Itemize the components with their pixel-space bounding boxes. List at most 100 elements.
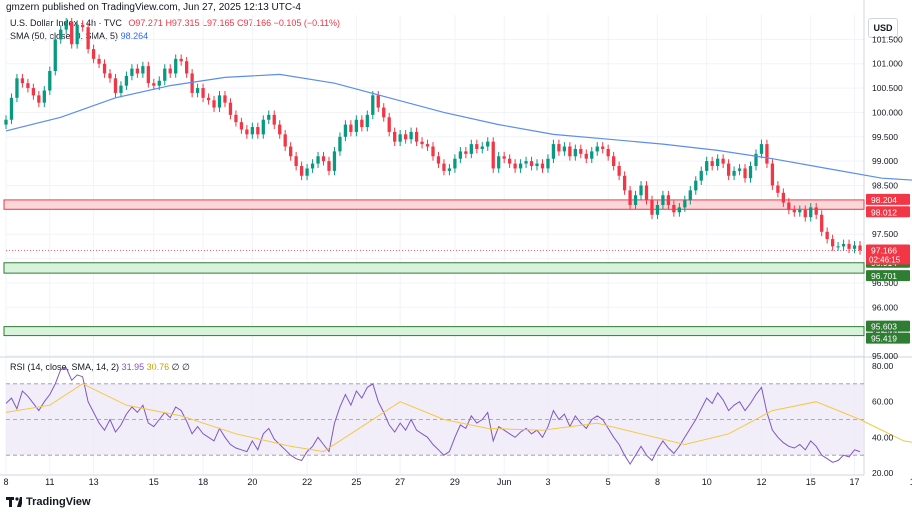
candle-body	[447, 168, 452, 171]
sma-50-line	[5, 73, 912, 181]
candle-body	[223, 95, 227, 103]
candle-body	[420, 141, 424, 145]
candle-body	[568, 146, 572, 157]
time-tick-label: 29	[450, 477, 460, 487]
support-1-bottom-label: 96.701	[871, 271, 897, 281]
candle-body	[201, 88, 205, 98]
candle-body	[847, 243, 851, 249]
candle-body	[185, 61, 189, 74]
candle-body	[551, 144, 556, 159]
candle-body	[606, 148, 610, 157]
time-tick-label: 11	[45, 477, 54, 487]
time-tick-label: 8	[655, 477, 660, 487]
candle-body	[732, 170, 736, 176]
candle-body	[168, 68, 172, 74]
candle-body	[836, 246, 840, 248]
candle-body	[557, 144, 561, 152]
candle-body	[332, 151, 337, 171]
candle-body	[108, 73, 112, 79]
candle-body	[814, 207, 818, 215]
resistance-bottom-label: 98.012	[871, 207, 897, 217]
published-by-header: gmzern published on TradingView.com, Jun…	[6, 2, 301, 13]
candle-body	[75, 24, 79, 45]
candle-body	[469, 144, 473, 154]
candle-body	[212, 100, 216, 108]
candle-body	[102, 63, 107, 74]
time-tick-label: 15	[806, 477, 816, 487]
time-tick-label: 22	[302, 477, 312, 487]
candle-body	[278, 124, 282, 135]
candle-body	[245, 129, 249, 135]
sma-value: 98.264	[120, 31, 149, 41]
candle-body	[743, 168, 747, 179]
candle-body	[157, 80, 161, 86]
rsi-legend[interactable]: RSI (14, close, SMA, 14, 2) 31.95 30.76 …	[10, 362, 190, 373]
candle-body	[267, 114, 271, 120]
candle-body	[776, 185, 780, 193]
tradingview-logo[interactable]: TradingView	[6, 496, 91, 508]
sma-line	[5, 73, 912, 181]
candle-body	[217, 95, 222, 108]
candle-body	[858, 245, 862, 251]
price-axis[interactable]: 95.00095.50096.00096.50097.00097.50098.0…	[866, 34, 910, 478]
candle-body	[124, 75, 129, 86]
candle-body	[820, 214, 824, 232]
price-tick-label: 96.500	[872, 278, 898, 288]
price-tick-label: 101.000	[872, 59, 903, 69]
time-tick-label: 27	[395, 477, 405, 487]
price-tick-label: 100.500	[872, 83, 903, 93]
price-tick-label: 99.000	[872, 156, 898, 166]
candle-body	[48, 71, 52, 91]
candle-body	[141, 66, 145, 74]
candle-body	[705, 161, 709, 171]
candle-body	[513, 163, 517, 169]
candle-body	[97, 58, 101, 64]
candle-body	[792, 209, 796, 213]
time-tick-label: 5	[606, 477, 611, 487]
time-axis[interactable]: 8111315182022252729Jun358101215171922242…	[3, 477, 912, 487]
candle-body	[458, 151, 463, 159]
candle-body	[436, 156, 441, 164]
sma-legend[interactable]: SMA (50, close, 0, SMA, 5) 98.264	[10, 31, 148, 41]
candle-body	[601, 146, 605, 149]
candle-body	[699, 170, 703, 181]
candle-body	[480, 146, 484, 149]
time-tick-label: 15	[149, 477, 159, 487]
candle-body	[338, 136, 342, 152]
candle-body	[113, 78, 118, 93]
price-tick-label: 101.500	[872, 34, 903, 44]
time-tick-label: 8	[3, 477, 8, 487]
candle-body	[573, 148, 577, 157]
candle-body	[305, 168, 309, 176]
candle-body	[612, 156, 616, 167]
support-2-top-badge	[866, 320, 910, 332]
currency-badge[interactable]: USD	[868, 18, 898, 38]
ohlc-open: O97.271	[128, 18, 163, 28]
resistance-top-label: 98.204	[871, 195, 897, 205]
time-tick-label: 25	[351, 477, 361, 487]
candle-body	[584, 153, 588, 159]
countdown-label: 02:46:15	[869, 255, 901, 264]
candles	[4, 17, 864, 255]
time-tick-label: Jun	[497, 477, 512, 487]
candle-body	[590, 151, 594, 159]
candle-body	[633, 195, 638, 205]
rsi-tick-label: 80.00	[872, 361, 894, 371]
support-2-bottom-label: 95.419	[871, 334, 897, 344]
price-tick-label: 95.500	[872, 327, 898, 337]
price-tick-label: 99.500	[872, 132, 898, 142]
candle-body	[163, 68, 167, 81]
rsi-pane	[5, 367, 912, 466]
candle-body	[502, 156, 506, 159]
time-tick-label: 19	[910, 477, 912, 487]
candle-body	[442, 163, 446, 171]
support-1-bottom-badge	[866, 270, 910, 282]
candle-body	[9, 97, 14, 120]
price-tick-label: 95.000	[872, 351, 898, 361]
candle-body	[529, 161, 534, 167]
candle-body	[798, 209, 802, 213]
time-tick-label: 18	[198, 477, 208, 487]
candle-body	[382, 107, 386, 118]
candle-body	[371, 95, 375, 115]
